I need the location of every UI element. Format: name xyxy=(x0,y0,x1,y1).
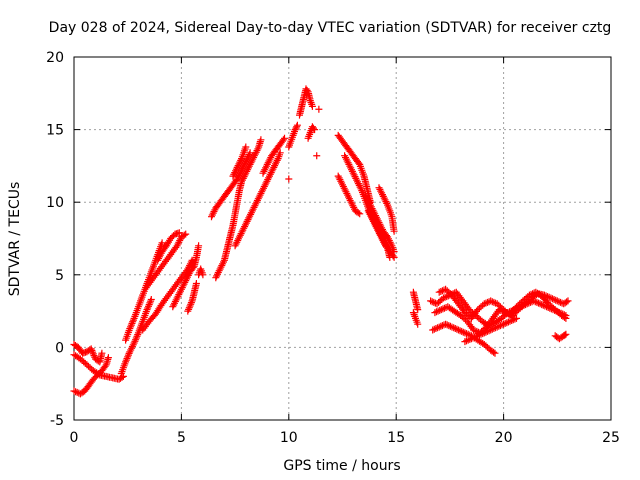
y-tick-label: 20 xyxy=(46,50,64,66)
grid xyxy=(74,57,611,420)
y-tick-label: 5 xyxy=(55,268,64,284)
x-tick-label: 15 xyxy=(387,430,405,446)
x-tick-label: 0 xyxy=(70,430,79,446)
data-point-markers xyxy=(70,85,572,398)
x-tick-label: 20 xyxy=(495,430,513,446)
data-series-sdtvar xyxy=(70,85,572,398)
x-tick-label: 25 xyxy=(602,430,620,446)
x-tick-label: 5 xyxy=(177,430,186,446)
x-tick-label: 10 xyxy=(280,430,298,446)
y-axis-label: SDTVAR / TECUs xyxy=(7,182,23,297)
axis-ticks: 0 5 10 15 20 25 -5 0 5 10 15 20 xyxy=(46,50,620,446)
y-tick-label: 15 xyxy=(46,123,64,139)
chart-title: Day 028 of 2024, Sidereal Day-to-day VTE… xyxy=(49,20,612,36)
y-tick-label: -5 xyxy=(50,413,64,429)
x-axis-label: GPS time / hours xyxy=(283,458,400,474)
plot-frame xyxy=(73,56,612,421)
y-tick-label: 0 xyxy=(55,340,64,356)
y-tick-label: 10 xyxy=(46,195,64,211)
